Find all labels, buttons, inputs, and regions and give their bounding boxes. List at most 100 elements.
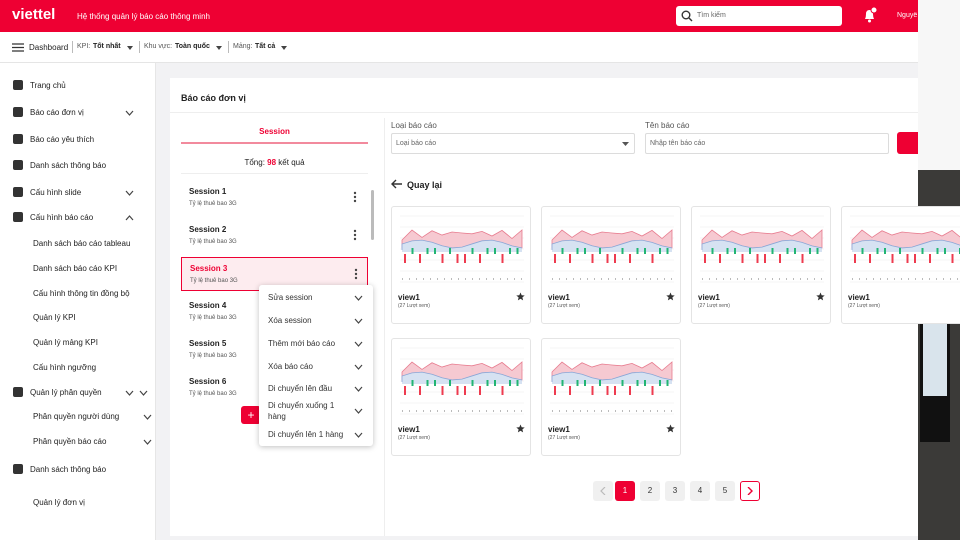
page-number[interactable]: 4 xyxy=(690,481,710,501)
nav-item[interactable]: Quản lý phân quyền xyxy=(30,388,102,397)
user-name[interactable]: Nguyễ xyxy=(897,12,918,19)
name-input[interactable]: Nhập tên báo cáo xyxy=(645,133,889,154)
bell-icon[interactable] xyxy=(861,6,879,24)
nav-item[interactable]: Cấu hình slide xyxy=(30,188,82,197)
nav-item[interactable]: Báo cáo yêu thích xyxy=(30,135,95,144)
type-select[interactable]: Loại báo cáo xyxy=(391,133,635,154)
session-name: Session 2 xyxy=(189,225,227,234)
filter-value[interactable]: Tốt nhất xyxy=(93,43,121,50)
report-card[interactable]: view1 (27 Lượt xem) xyxy=(391,338,531,456)
app-title: Hệ thống quản lý báo cáo thông minh xyxy=(77,12,210,21)
nav-item[interactable]: Cấu hình báo cáo xyxy=(30,213,94,222)
chart-thumbnail xyxy=(400,347,524,415)
nav-item[interactable]: Trang chủ xyxy=(30,81,66,90)
total-suffix: kết quả xyxy=(278,158,305,167)
add-button[interactable]: + xyxy=(241,406,261,424)
menu-item[interactable]: Xóa báo cáo xyxy=(268,362,313,371)
chevron xyxy=(354,341,363,347)
nav-item[interactable]: Cấu hình thông tin đồng bộ xyxy=(33,289,130,298)
card-views: (27 Lượt xem) xyxy=(848,303,880,309)
nav-icon xyxy=(13,80,23,90)
nav-item[interactable]: Quản lý đơn vị xyxy=(33,498,85,507)
search-icon xyxy=(681,10,693,22)
session-item[interactable]: Session 1 Tỷ lệ thuê bao 3G xyxy=(181,181,368,215)
nav-item[interactable]: Báo cáo đơn vị xyxy=(30,108,84,117)
session-subtitle: Tỷ lệ thuê bao 3G xyxy=(189,201,237,207)
star-icon xyxy=(816,292,825,301)
chart-thumbnail xyxy=(850,215,960,283)
card-title: view1 xyxy=(848,293,870,302)
chevron xyxy=(354,432,363,438)
nav-item[interactable]: Quản lý KPI xyxy=(33,313,76,322)
chart-thumbnail xyxy=(700,215,824,283)
menu-item[interactable]: Thêm mới báo cáo xyxy=(268,339,336,348)
menu-item[interactable]: Xóa session xyxy=(268,316,312,325)
menu-item[interactable]: Di chuyển xuống 1 hàng xyxy=(268,401,335,421)
card-views: (27 Lượt xem) xyxy=(398,435,430,441)
nav-item[interactable]: Cấu hình ngưỡng xyxy=(33,363,97,372)
caret xyxy=(127,46,133,50)
page-number[interactable]: 2 xyxy=(640,481,660,501)
nav-icon xyxy=(13,387,23,397)
report-card[interactable]: view1 (27 Lượt xem) xyxy=(541,338,681,456)
page-prev[interactable] xyxy=(593,481,613,501)
scrollbar[interactable] xyxy=(371,190,374,240)
search-box[interactable]: Tìm kiếm xyxy=(676,6,842,26)
nav-item[interactable]: Danh sách báo cáo tableau xyxy=(33,239,131,248)
name-label: Tên báo cáo xyxy=(645,121,690,130)
report-card[interactable]: view1 (27 Lượt xem) xyxy=(541,206,681,324)
caret xyxy=(216,46,222,50)
nav-item[interactable]: Danh sách báo cáo KPI xyxy=(33,264,118,273)
header: viettel Hệ thống quản lý báo cáo thông m… xyxy=(0,0,918,32)
nav-item[interactable]: Phân quyền báo cáo xyxy=(33,437,107,446)
report-card[interactable]: view1 (27 Lượt xem) xyxy=(391,206,531,324)
menu-icon[interactable] xyxy=(12,43,24,52)
card-title: view1 xyxy=(398,293,420,302)
session-subtitle: Tỷ lệ thuê bao 3G xyxy=(189,353,237,359)
nav-item[interactable]: Phân quyền người dùng xyxy=(33,412,120,421)
content-card: Báo cáo đơn vị Session Tổng: 98 kết quả … xyxy=(170,78,960,536)
card-title: view1 xyxy=(698,293,720,302)
filter-label: KPI: xyxy=(77,43,91,50)
search-button[interactable] xyxy=(897,132,918,154)
chevron xyxy=(143,414,152,420)
chevron xyxy=(125,110,134,116)
page-next[interactable] xyxy=(740,481,760,501)
nav-item[interactable]: Quản lý mảng KPI xyxy=(33,338,98,347)
toolbar: Dashboard KPI: Tốt nhất Khu vực: Toàn quốc M… xyxy=(0,32,918,63)
nav-icon xyxy=(13,212,23,222)
nav-item[interactable]: Danh sách thông báo xyxy=(30,465,107,474)
chart-thumbnail xyxy=(400,215,524,283)
filter-value[interactable]: Tất cả xyxy=(255,43,276,50)
menu-item[interactable]: Di chuyển lên 1 hàng xyxy=(268,430,344,439)
page-number[interactable]: 5 xyxy=(715,481,735,501)
page-number[interactable]: 3 xyxy=(665,481,685,501)
dashboard-label[interactable]: Dashboard xyxy=(29,43,69,52)
logo[interactable]: viettel xyxy=(12,6,56,23)
session-item[interactable]: Session 2 Tỷ lệ thuê bao 3G xyxy=(181,219,368,253)
select-caret xyxy=(622,142,629,146)
report-card[interactable]: view1 (27 Lượt xem) xyxy=(691,206,831,324)
page-number[interactable]: 1 xyxy=(615,481,635,501)
filter-value[interactable]: Toàn quốc xyxy=(175,43,210,50)
nav-item[interactable]: Danh sách thông báo xyxy=(30,161,107,170)
star-icon xyxy=(666,424,675,433)
context-menu: Sửa session Xóa session Thêm mới báo cáo Xó… xyxy=(259,285,373,446)
type-placeholder: Loại báo cáo xyxy=(396,140,437,147)
back-link[interactable]: Quay lại xyxy=(407,180,443,190)
chevron xyxy=(354,318,363,324)
session-subtitle: Tỷ lệ thuê bao 3G xyxy=(189,315,237,321)
menu-item[interactable]: Di chuyển lên đầu xyxy=(268,384,333,393)
menu-item[interactable]: Sửa session xyxy=(268,293,313,302)
report-card[interactable]: view1 (27 Lượt xem) xyxy=(841,206,960,324)
card-title: view1 xyxy=(548,425,570,434)
session-subtitle: Tỷ lệ thuê bao 3G xyxy=(189,239,237,245)
background-window xyxy=(918,0,960,170)
back-arrow[interactable] xyxy=(391,179,403,189)
session-tab[interactable]: Session xyxy=(259,127,290,136)
chevron xyxy=(125,190,134,196)
more-icon xyxy=(353,191,357,203)
session-name: Session 3 xyxy=(190,264,228,273)
chevron xyxy=(354,295,363,301)
